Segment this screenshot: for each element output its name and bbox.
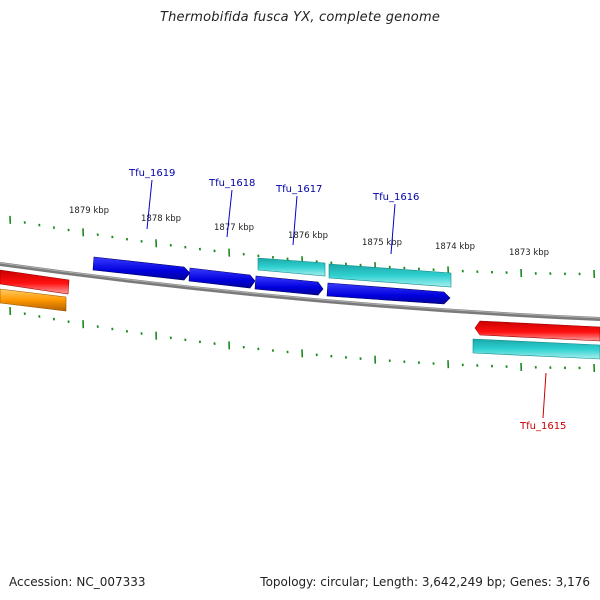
gene-label-leader (226, 189, 233, 238)
length-value: 3,642,249 bp (421, 575, 502, 589)
gene-feature-tfu-1616[interactable] (326, 282, 451, 305)
gene-feature-red[interactable] (0, 269, 70, 295)
genes-label: Genes: (509, 575, 552, 589)
outer-tick-ring (9, 215, 596, 279)
scale-label: 1874 kbp (435, 242, 475, 252)
scale-label: 1875 kbp (362, 238, 402, 248)
gene-label-tfu-1616[interactable]: Tfu_1616 (372, 192, 419, 203)
genes-value: 3,176 (555, 575, 590, 589)
gene-feature-tfu-1619[interactable] (92, 256, 191, 281)
genome-summary: Topology: circular; Length: 3,642,249 bp… (260, 575, 590, 589)
map-title: Thermobifida fusca YX, complete genome (159, 10, 441, 25)
gene-feature-orange[interactable] (0, 288, 67, 312)
gene-label-leader (542, 372, 547, 419)
gene-label-tfu-1618[interactable]: Tfu_1618 (208, 178, 255, 189)
length-label: Length: (372, 575, 419, 589)
gene-feature-tfu-1618[interactable] (188, 267, 256, 289)
accession-label: Accession: (9, 575, 73, 589)
topology-label: Topology: (260, 575, 317, 589)
gene-feature-cyan[interactable] (257, 257, 326, 277)
gene-label-tfu-1617[interactable]: Tfu_1617 (275, 184, 322, 195)
topology-value: circular (320, 575, 365, 589)
scale-label: 1873 kbp (509, 248, 549, 258)
gene-label-tfu-1615[interactable]: Tfu_1615 (519, 421, 566, 432)
scale-label: 1879 kbp (69, 206, 109, 216)
genome-backbone-highlight (0, 262, 600, 319)
inner-tick-ring (9, 306, 596, 373)
accession-info: Accession: NC_007333 (9, 575, 146, 589)
genome-backbone (0, 262, 600, 321)
gene-label-leader (390, 203, 396, 255)
gene-label-leader (146, 179, 153, 230)
scale-label: 1876 kbp (288, 231, 328, 241)
gene-feature-tfu-1615[interactable] (472, 338, 600, 360)
gene-feature-cyan[interactable] (328, 263, 452, 288)
scale-label: 1877 kbp (214, 223, 254, 233)
gene-feature-red[interactable] (474, 320, 600, 342)
gene-label-leader (292, 195, 298, 246)
gene-label-tfu-1619[interactable]: Tfu_1619 (128, 168, 175, 179)
scale-label: 1878 kbp (141, 214, 181, 224)
accession-value: NC_007333 (76, 575, 146, 589)
gene-feature-tfu-1617[interactable] (254, 275, 324, 296)
